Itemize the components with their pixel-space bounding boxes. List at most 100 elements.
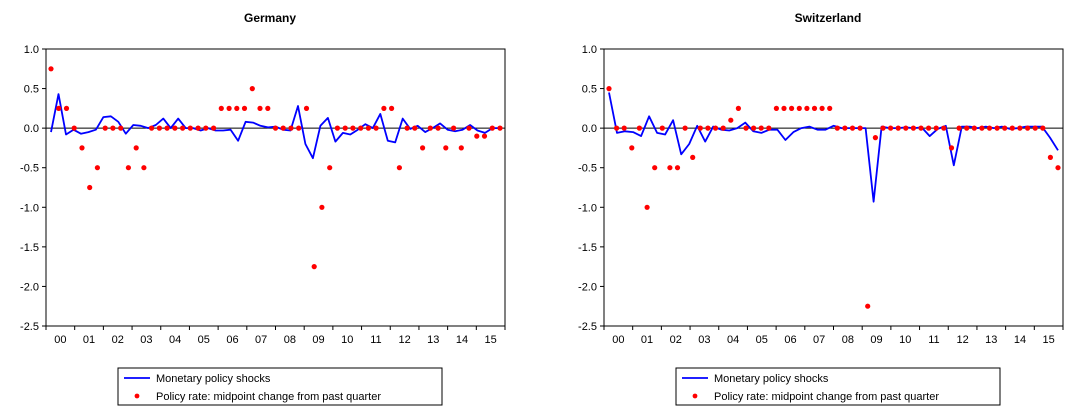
y-tick-label: -0.5 (20, 163, 39, 175)
policy-rate-point (280, 125, 286, 131)
x-tick-label: 10 (341, 334, 353, 346)
policy-rate-point (690, 154, 696, 160)
policy-rate-point (420, 145, 426, 151)
policy-rate-point (766, 125, 772, 131)
policy-rate-point (133, 145, 139, 151)
policy-rate-point (652, 165, 658, 171)
policy-rate-point (751, 125, 757, 131)
x-tick-label: 01 (83, 334, 95, 346)
policy-rate-point (644, 204, 650, 210)
plot-frame (45, 48, 506, 327)
x-tick-label: 11 (370, 334, 381, 346)
policy-rate-point (311, 264, 317, 270)
x-tick-label: 09 (312, 334, 324, 346)
policy-rate-point (743, 125, 749, 131)
legend-label-policy-rate: Policy rate: midpoint change from past q… (156, 391, 381, 403)
policy-rate-point (156, 125, 162, 131)
policy-rate-point (606, 86, 612, 92)
policy-rate-point (804, 105, 810, 111)
policy-rate-point (834, 125, 840, 131)
policy-rate-point (720, 125, 726, 131)
policy-rate-point (443, 145, 449, 151)
policy-rate-point (296, 125, 302, 131)
policy-rate-point (373, 125, 379, 131)
x-tick-label: 00 (612, 334, 624, 346)
x-tick-label: 15 (485, 334, 497, 346)
policy-rate-point (865, 303, 871, 309)
y-tick-label: 1.0 (582, 44, 597, 56)
y-tick-label: -2.0 (578, 281, 597, 293)
policy-rate-point (712, 125, 719, 131)
policy-rate-point (1040, 125, 1046, 131)
policy-rate-point (1047, 154, 1053, 160)
policy-rate-point (396, 165, 402, 171)
policy-rate-point (218, 105, 224, 111)
policy-rate-point (1055, 165, 1061, 171)
policy-rate-point (659, 125, 665, 131)
policy-rate-point (895, 125, 901, 131)
policy-rate-point (636, 125, 643, 131)
legend-label-shocks: Monetary policy shocks (156, 373, 271, 385)
policy-rate-point (226, 105, 232, 111)
y-tick-label: -1.0 (578, 202, 597, 214)
policy-rate-point (1017, 125, 1023, 131)
policy-rate-point (257, 105, 263, 111)
policy-rate-point (451, 125, 457, 131)
legend-box (117, 367, 443, 406)
y-tick-label: 0.0 (582, 123, 597, 135)
policy-rate-point (614, 125, 620, 131)
policy-rate-point (621, 125, 627, 131)
policy-rate-point (629, 145, 635, 151)
x-tick-label: 05 (198, 334, 210, 346)
legend: Monetary policy shocks Policy rate: midp… (675, 367, 1001, 406)
y-tick-label: -2.5 (578, 321, 597, 333)
x-tick-label: 14 (1014, 334, 1026, 346)
x-tick-label: 05 (756, 334, 768, 346)
policy-rate-point (110, 125, 116, 131)
x-tick-label: 12 (956, 334, 968, 346)
x-tick-label: 15 (1043, 334, 1055, 346)
policy-rate-point (358, 125, 364, 131)
x-tick-label: 13 (427, 334, 439, 346)
x-tick-label: 04 (727, 334, 739, 346)
x-tick-label: 02 (112, 334, 124, 346)
policy-rate-point (249, 86, 255, 92)
x-tick-label: 04 (169, 334, 181, 346)
policy-rate-point (964, 125, 970, 131)
policy-rate-point (195, 125, 201, 131)
policy-rate-point (728, 117, 734, 123)
policy-rate-point (481, 133, 488, 139)
policy-rate-point (164, 125, 170, 131)
policy-rate-point (926, 125, 932, 131)
x-tick-label: 06 (226, 334, 238, 346)
policy-rate-point (956, 125, 962, 131)
policy-rate-point (796, 105, 802, 111)
y-tick-label: 0.5 (24, 84, 39, 96)
policy-rate-point (149, 125, 155, 131)
policy-rate-point (986, 125, 993, 131)
policy-rate-point (971, 125, 977, 131)
policy-rate-point (758, 125, 764, 131)
policy-rate-point (918, 125, 924, 131)
policy-rate-point (272, 125, 279, 131)
x-tick-label: 02 (670, 334, 682, 346)
x-tick-label: 06 (784, 334, 796, 346)
policy-rate-point (994, 125, 1000, 131)
policy-rate-point (1025, 125, 1031, 131)
y-tick-label: 0.0 (24, 123, 39, 135)
x-tick-label: 12 (398, 334, 410, 346)
policy-rate-point (842, 125, 848, 131)
x-tick-label: 08 (284, 334, 296, 346)
plot-area: 1.0 0.5 0.0 -0.5 -1.0 -1.5 -2.0 -2.5 00 01 02 03 04 0… (20, 44, 506, 346)
policy-rate-point (933, 125, 939, 131)
legend-dot-swatch (692, 393, 698, 399)
policy-rate-point (319, 204, 325, 210)
policy-rate-point (667, 165, 673, 171)
policy-rate-point (187, 125, 193, 131)
policy-rate-point (903, 125, 909, 131)
policy-rate-point (327, 165, 333, 171)
policy-rate-point (334, 125, 340, 131)
x-tick-label: 07 (255, 334, 267, 346)
policy-rate-point (910, 125, 917, 131)
